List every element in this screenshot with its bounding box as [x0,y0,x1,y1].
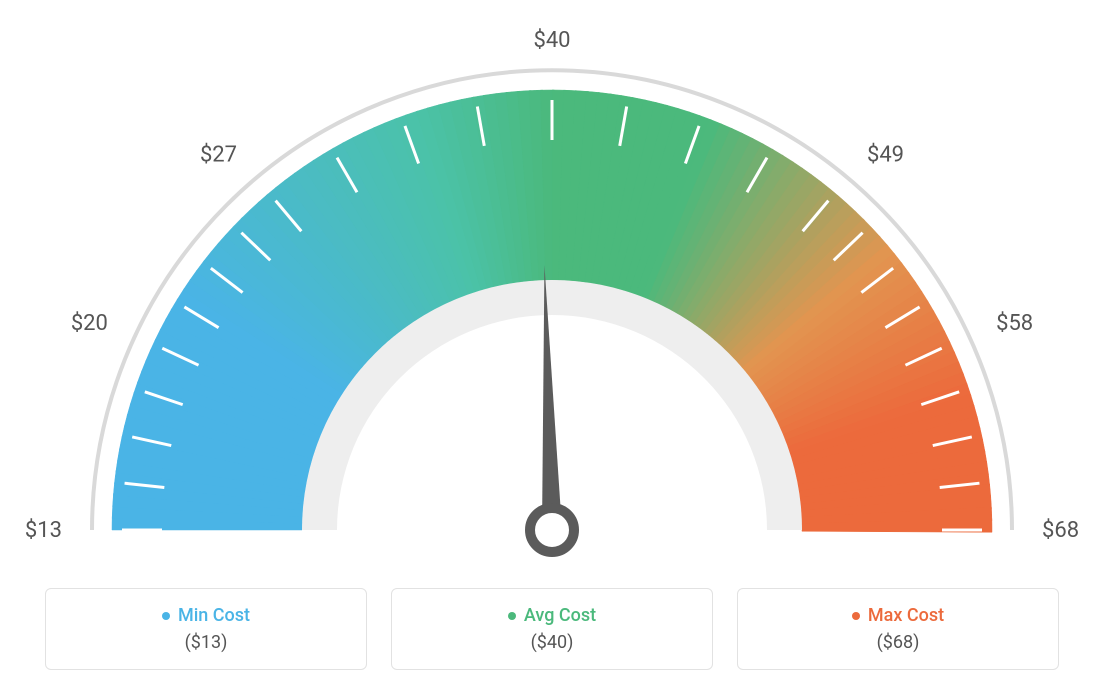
gauge-tick-label: $58 [996,311,1033,336]
legend-avg: Avg Cost ($40) [391,588,713,670]
legend-max-label-row: Max Cost [852,605,944,626]
gauge-tick-label: $27 [200,143,237,168]
legend-max: Max Cost ($68) [737,588,1059,670]
gauge-tick-label: $68 [1042,518,1079,543]
gauge-tick-label: $49 [867,143,904,168]
legend-min-value: ($13) [185,632,228,653]
legend-max-value: ($68) [877,632,920,653]
legend-avg-label-row: Avg Cost [508,605,596,626]
legend-avg-value: ($40) [531,632,574,653]
gauge-needle-hub [530,508,574,552]
legend-min-label-row: Min Cost [162,605,250,626]
gauge-tick-label: $40 [533,28,570,53]
chart-container: $13 $20 $27 $40 $49 $58 $68 Min Cost ($13) Avg… [0,0,1104,690]
gauge-tick-label: $20 [71,311,108,336]
legend-avg-dot [508,612,516,620]
gauge-tick-label: $13 [25,518,62,543]
cost-gauge: $13 $20 $27 $40 $49 $58 $68 [0,0,1104,560]
legend-max-dot [852,612,860,620]
legend-max-label: Max Cost [868,605,944,626]
legend: Min Cost ($13) Avg Cost ($40) Max Cost (… [0,588,1104,670]
legend-avg-label: Avg Cost [524,605,596,626]
legend-min-dot [162,612,170,620]
legend-min: Min Cost ($13) [45,588,367,670]
legend-min-label: Min Cost [178,605,250,626]
